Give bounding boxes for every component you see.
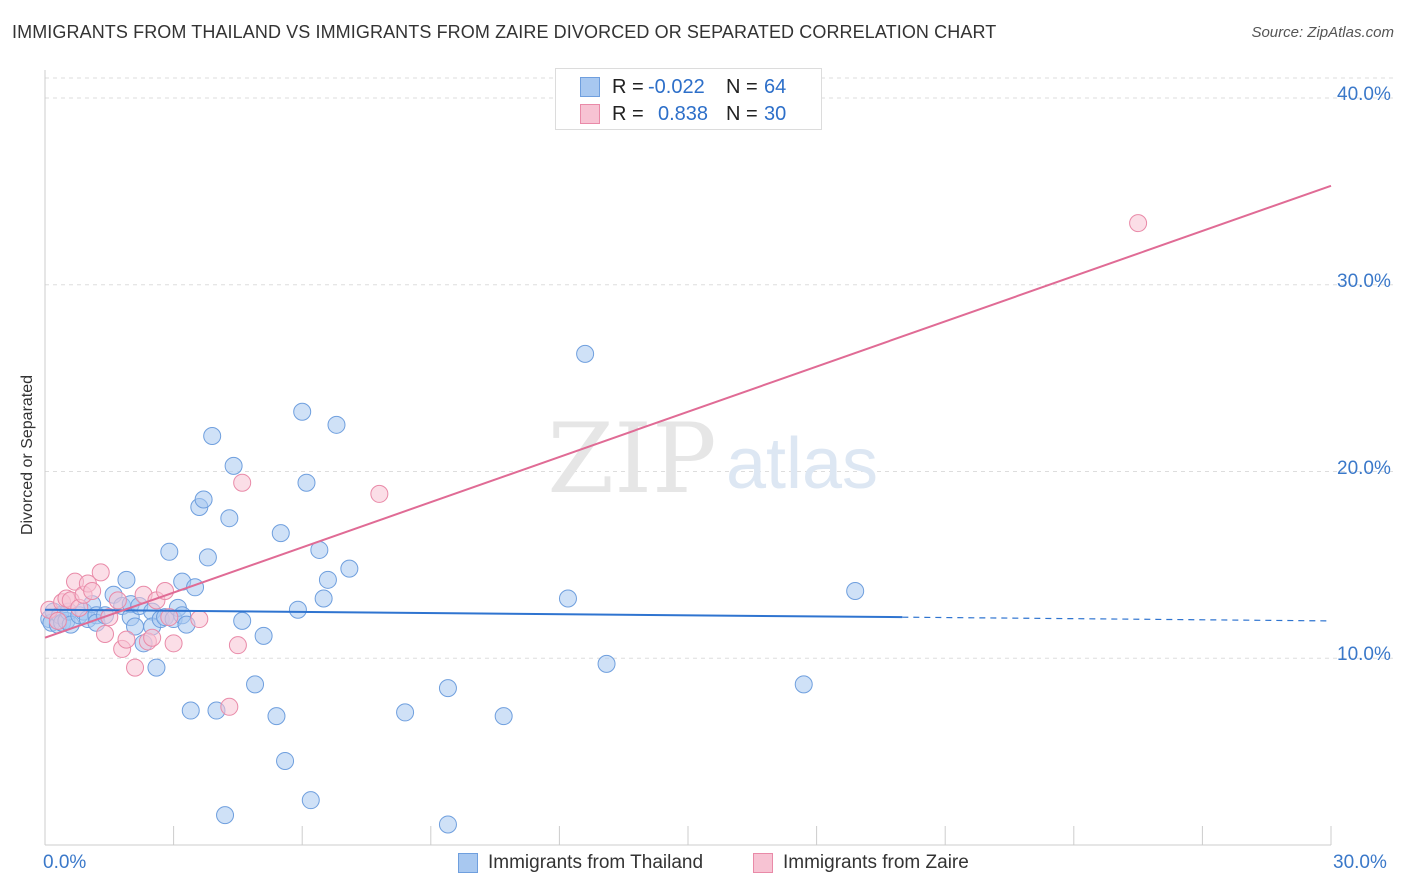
bottom-legend-label-thailand: Immigrants from Thailand: [488, 852, 704, 873]
x-tick-label-min: 0.0%: [43, 852, 87, 873]
zaire-point: [228, 636, 247, 655]
thailand-point: [314, 589, 333, 608]
zaire-point: [83, 582, 102, 601]
grid: [45, 77, 1395, 659]
y-tick-label: 10.0%: [1337, 644, 1391, 666]
thailand-point: [117, 570, 136, 589]
thailand-point: [267, 707, 286, 726]
thailand-point: [271, 524, 290, 543]
thailand-point: [181, 701, 200, 720]
thailand-point: [147, 658, 166, 677]
bottom-legend-swatch-thailand: [458, 853, 478, 873]
zaire-point: [156, 582, 175, 601]
thailand-point: [198, 548, 217, 567]
zaire-point: [126, 658, 145, 677]
trend-lines: [44, 184, 1332, 639]
zaire-point: [91, 563, 110, 582]
legend-row-thailand: R = -0.022 N = 64: [580, 75, 786, 99]
thailand-point: [288, 600, 307, 619]
zaire-point: [220, 697, 239, 716]
bottom-legend-thailand: Immigrants from Thailand: [458, 852, 703, 874]
thailand-point: [297, 473, 316, 492]
thailand-point: [194, 490, 213, 509]
thailand-point: [396, 703, 415, 722]
thailand-point: [246, 675, 265, 694]
thailand-point: [301, 791, 320, 810]
r-label: R =: [612, 102, 644, 125]
zaire-point: [190, 610, 209, 629]
y-tick-label: 40.0%: [1337, 84, 1391, 105]
thailand-point: [216, 806, 235, 825]
thailand-point: [254, 626, 273, 645]
r-value: 0.838: [658, 102, 709, 125]
axes: [44, 70, 1332, 846]
thailand-point: [220, 509, 239, 528]
zaire-trend-line: [44, 184, 1332, 639]
thailand-point: [494, 707, 513, 726]
y-tick-label: 20.0%: [1337, 457, 1391, 479]
thailand-point: [438, 679, 457, 698]
data-points: [40, 214, 1148, 834]
bottom-legend-zaire: Immigrants from Zaire: [753, 852, 969, 874]
chart-title: IMMIGRANTS FROM THAILAND VS IMMIGRANTS F…: [12, 22, 997, 42]
zaire-point: [143, 628, 162, 647]
r-label: R =: [612, 75, 644, 98]
thailand-point: [160, 542, 179, 561]
zaire-point: [96, 624, 115, 643]
correlation-legend: R = -0.022 N = 64 R = 0.838 N = 30: [555, 68, 822, 130]
watermark: ZIP atlas: [547, 403, 878, 515]
thailand-trend-line: [44, 608, 903, 619]
zaire-point: [233, 473, 252, 492]
zaire-point: [117, 630, 136, 649]
thailand-point: [293, 402, 312, 421]
thailand-trend-extension: [902, 616, 1332, 622]
thailand-point: [318, 570, 337, 589]
zaire-point: [108, 591, 127, 610]
source-label: Source: ZipAtlas.com: [1251, 24, 1394, 41]
zaire-point: [164, 634, 183, 653]
thailand-point: [846, 582, 865, 601]
thailand-point: [327, 415, 346, 434]
thailand-point: [576, 344, 595, 363]
thailand-point: [224, 456, 243, 475]
n-label: N =: [726, 102, 758, 125]
thailand-point: [340, 559, 359, 578]
r-value: -0.022: [648, 75, 705, 98]
n-label: N =: [726, 75, 758, 98]
thailand-point: [597, 654, 616, 673]
thailand-point: [794, 675, 813, 694]
thailand-point: [203, 427, 222, 446]
y-tick-label: 30.0%: [1337, 270, 1391, 292]
n-value: 30: [764, 102, 787, 125]
legend-swatch-thailand: [580, 77, 600, 97]
x-tick-label-max: 30.0%: [1333, 852, 1387, 873]
thailand-point: [438, 815, 457, 834]
thailand-point: [558, 589, 577, 608]
zaire-point: [1129, 214, 1148, 233]
zaire-point: [160, 608, 179, 627]
thailand-point: [233, 611, 252, 630]
watermark-zip: ZIP: [547, 403, 716, 515]
bottom-legend-label-zaire: Immigrants from Zaire: [783, 852, 969, 873]
zaire-point: [370, 484, 389, 503]
watermark-atlas: atlas: [726, 424, 878, 504]
bottom-legend-swatch-zaire: [753, 853, 773, 873]
zaire-point: [48, 611, 67, 630]
legend-row-zaire: R = 0.838 N = 30: [580, 102, 786, 126]
thailand-point: [276, 751, 295, 770]
legend-swatch-zaire: [580, 104, 600, 124]
n-value: 64: [764, 75, 787, 98]
